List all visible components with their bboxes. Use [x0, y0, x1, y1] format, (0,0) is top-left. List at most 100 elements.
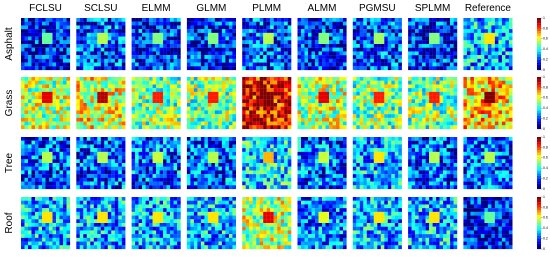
pixel [60, 110, 64, 114]
pixel [336, 92, 340, 96]
pixel [363, 163, 367, 167]
pixel [343, 174, 347, 178]
pixel [32, 99, 36, 103]
pixel [174, 156, 178, 160]
pixel [146, 48, 150, 52]
pixel [25, 66, 29, 70]
pixel [90, 125, 94, 129]
pixel [104, 144, 108, 148]
pixel [498, 51, 502, 55]
pixel [256, 156, 260, 160]
pixel [260, 88, 264, 92]
pixel [384, 18, 388, 22]
pixel [281, 48, 285, 52]
pixel [222, 156, 226, 160]
pixel [197, 81, 201, 85]
pixel [284, 148, 288, 152]
pixel [249, 51, 253, 55]
colorbar-segment [537, 93, 541, 96]
pixel [25, 33, 29, 37]
abundance-map [132, 18, 181, 70]
pixel [177, 107, 181, 111]
pixel [153, 170, 157, 174]
pixel [398, 144, 402, 148]
pixel [142, 88, 146, 92]
pixel [242, 110, 246, 114]
pixel [343, 92, 347, 96]
pixel [153, 40, 157, 44]
pixel [177, 25, 181, 29]
pixel [319, 66, 323, 70]
pixel [260, 174, 264, 178]
pixel [260, 152, 264, 156]
pixel [39, 185, 43, 189]
pixel [408, 22, 412, 26]
pixel [363, 81, 367, 85]
pixel [502, 22, 506, 26]
pixel [377, 92, 381, 96]
pixel [319, 37, 323, 41]
pixel [374, 163, 378, 167]
pixel [142, 99, 146, 103]
pixel [170, 92, 174, 96]
pixel [108, 37, 112, 41]
pixel [222, 178, 226, 182]
pixel [412, 110, 416, 114]
pixel [343, 33, 347, 37]
pixel [139, 148, 143, 152]
pixel [256, 152, 260, 156]
pixel [111, 96, 115, 100]
pixel [170, 114, 174, 118]
pixel [312, 103, 316, 107]
pixel [218, 84, 222, 88]
pixel [433, 107, 437, 111]
pixel [246, 185, 250, 189]
pixel [63, 170, 67, 174]
pixel [63, 51, 67, 55]
pixel [381, 96, 385, 100]
pixel [21, 33, 25, 37]
pixel [167, 59, 171, 63]
pixel [398, 159, 402, 163]
pixel [333, 185, 337, 189]
pixel [277, 122, 281, 126]
pixel [474, 59, 478, 63]
pixel [229, 59, 233, 63]
pixel [242, 182, 246, 186]
pixel [491, 110, 495, 114]
pixel [242, 152, 246, 156]
pixel [312, 156, 316, 160]
pixel [67, 51, 71, 55]
pixel [225, 118, 229, 122]
pixel [132, 182, 136, 186]
pixel [21, 92, 25, 96]
pixel [312, 22, 316, 26]
pixel [454, 40, 458, 44]
pixel [426, 44, 430, 48]
pixel [49, 59, 53, 63]
pixel [443, 51, 447, 55]
pixel [118, 144, 122, 148]
pixel [343, 107, 347, 111]
pixel [288, 159, 292, 163]
pixel [63, 122, 67, 126]
pixel [412, 37, 416, 41]
pixel [277, 118, 281, 122]
pixel [139, 55, 143, 59]
pixel [156, 167, 160, 171]
pixel [39, 114, 43, 118]
pixel [340, 110, 344, 114]
pixel [398, 163, 402, 167]
pixel [246, 122, 250, 126]
pixel [447, 122, 451, 126]
pixel [502, 99, 506, 103]
pixel [270, 81, 274, 85]
pixel [67, 66, 71, 70]
pixel [474, 96, 478, 100]
pixel [267, 84, 271, 88]
pixel [498, 48, 502, 52]
pixel [253, 92, 257, 96]
pixel [277, 110, 281, 114]
pixel [505, 118, 509, 122]
pixel [249, 174, 253, 178]
